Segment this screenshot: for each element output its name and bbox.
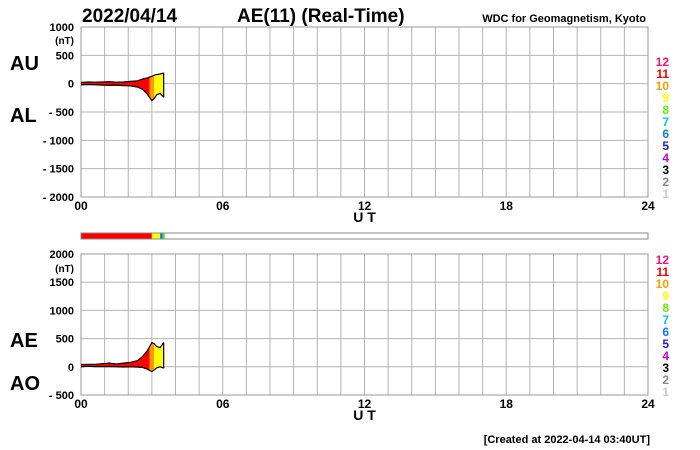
station-bar-segment <box>160 233 163 239</box>
fill-band <box>154 342 164 372</box>
side-label-ao: AO <box>10 373 40 395</box>
station-count-7: 7 <box>662 313 669 327</box>
created-timestamp: [Created at 2022-04-14 03:40UT] <box>484 434 651 446</box>
station-count-9: 9 <box>662 91 669 105</box>
y-tick-label: - 1500 <box>43 164 74 176</box>
chart-title: AE(11) (Real-Time) <box>237 6 405 27</box>
series-line-ao <box>80 365 164 373</box>
x-tick-label: 06 <box>216 199 230 213</box>
station-count-5: 5 <box>662 337 669 351</box>
x-tick-label: 24 <box>641 397 655 411</box>
side-label-au: AU <box>10 53 39 75</box>
side-label-ae: AE <box>10 330 38 352</box>
plot-frame <box>80 26 649 198</box>
x-tick-label: 12 <box>358 199 372 213</box>
station-count-10: 10 <box>656 79 670 93</box>
station-count-2: 2 <box>662 373 669 387</box>
station-count-3: 3 <box>662 163 669 177</box>
x-tick-label: 00 <box>74 199 88 213</box>
y-tick-label: 1000 <box>50 22 74 34</box>
station-count-6: 6 <box>662 127 669 141</box>
y-tick-label: - 1000 <box>43 135 74 147</box>
station-bar-segment <box>151 233 161 239</box>
y-tick-label: - 500 <box>49 107 74 119</box>
station-count-bar <box>80 232 649 240</box>
fill-bands <box>81 342 164 372</box>
station-count-10: 10 <box>656 277 670 291</box>
x-axis-label: U T <box>353 209 376 225</box>
x-tick-label: 12 <box>358 397 372 411</box>
station-count-6: 6 <box>662 325 669 339</box>
station-count-5: 5 <box>662 139 669 153</box>
station-count-1: 1 <box>662 187 669 201</box>
fill-band <box>149 342 155 372</box>
series-line-al <box>80 83 165 102</box>
y-axis-unit: (nT) <box>55 264 74 275</box>
x-axis-label: U T <box>353 407 376 423</box>
x-tick-label: 18 <box>500 397 514 411</box>
station-count-3: 3 <box>662 361 669 375</box>
fill-band <box>154 72 164 101</box>
au-al-panel: 1000 500 0 - 500 - 1000 - 1500 - 2000 (nT) AU AL 0… <box>10 22 655 225</box>
series-line-au <box>80 72 164 84</box>
station-count-11: 11 <box>656 265 669 279</box>
station-count-8: 8 <box>662 301 669 315</box>
y-tick-label: 500 <box>56 50 74 62</box>
side-label-al: AL <box>10 105 37 127</box>
y-tick-label: 2000 <box>50 249 74 261</box>
station-bar-segment <box>81 233 152 239</box>
station-count-7: 7 <box>662 115 669 129</box>
y-tick-label: - 2000 <box>43 192 74 204</box>
station-count-2: 2 <box>662 175 669 189</box>
date-label: 2022/04/14 <box>82 6 178 27</box>
y-tick-label: 0 <box>68 362 74 374</box>
station-bar-segment <box>162 233 165 239</box>
source-label: WDC for Geomagnetism, Kyoto <box>482 13 646 25</box>
station-count-4: 4 <box>662 151 669 165</box>
fill-band <box>149 72 155 101</box>
x-tick-label: 18 <box>500 199 514 213</box>
y-tick-label: - 500 <box>49 390 74 402</box>
plot-frame <box>80 253 649 396</box>
station-count-9: 9 <box>662 289 669 303</box>
station-count-12: 12 <box>656 253 670 267</box>
x-tick-label: 06 <box>216 397 230 411</box>
ae-ao-panel: 2000 1500 1000 500 0 - 500 (nT) AE AO 00 06 12 18 24 U… <box>10 249 655 423</box>
station-count-12: 12 <box>656 55 670 69</box>
station-count-4: 4 <box>662 349 669 363</box>
y-tick-label: 1000 <box>50 305 74 317</box>
x-tick-label: 00 <box>74 397 88 411</box>
station-bar-frame <box>80 232 649 240</box>
station-count-1: 1 <box>662 385 669 399</box>
y-tick-label: 0 <box>68 79 74 91</box>
x-tick-label: 24 <box>641 199 655 213</box>
y-axis-unit: (nT) <box>55 36 74 47</box>
station-count-11: 11 <box>656 67 669 81</box>
y-tick-label: 500 <box>56 334 74 346</box>
station-count-8: 8 <box>662 103 669 117</box>
series-line-ae <box>80 341 165 366</box>
fill-band <box>81 342 150 372</box>
y-tick-label: 1500 <box>50 277 74 289</box>
